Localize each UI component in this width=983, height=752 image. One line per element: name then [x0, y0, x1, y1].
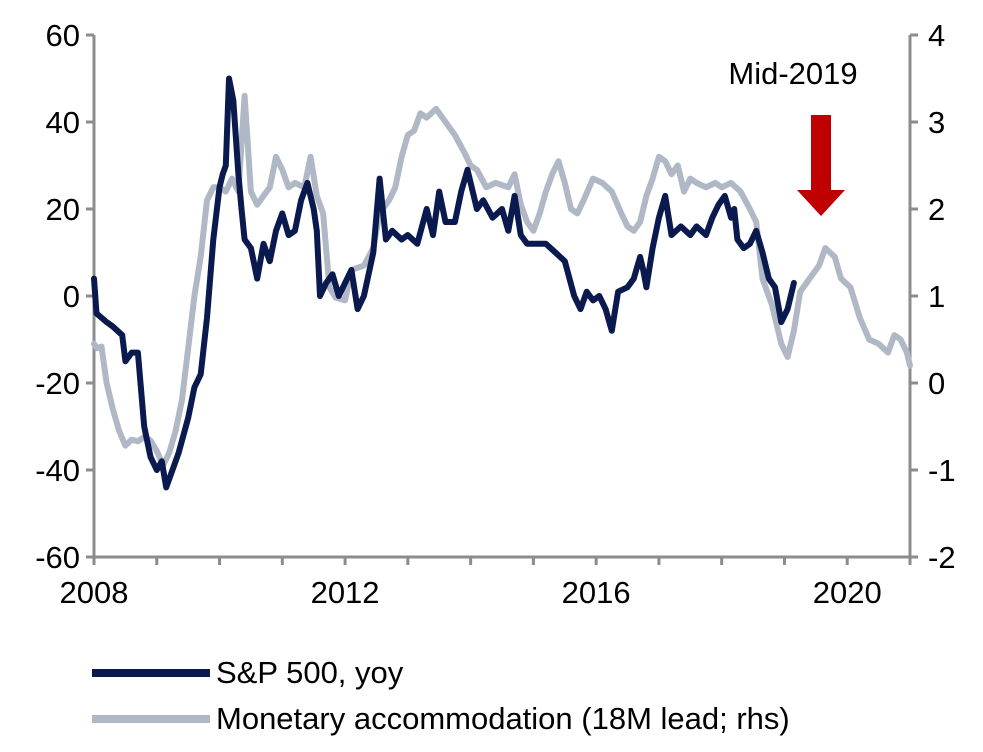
- annotation-label: Mid-2019: [728, 56, 857, 91]
- x-tick-label: 2008: [60, 575, 129, 610]
- y-tick-label-left: 60: [46, 18, 80, 53]
- y-tick-label-right: 3: [928, 105, 945, 140]
- y-tick-label-right: 2: [928, 192, 945, 227]
- y-tick-label-left: 20: [46, 192, 80, 227]
- legend-label-sp500: S&P 500, yoy: [216, 655, 404, 690]
- series-lines: [91, 75, 913, 491]
- y-tick-label-left: 0: [63, 279, 80, 314]
- y-tick-label-left: -20: [35, 366, 80, 401]
- y-tick-label-left: -60: [35, 540, 80, 575]
- y-tick-label-right: 0: [928, 366, 945, 401]
- x-tick-label: 2016: [562, 575, 631, 610]
- y-tick-label-right: -2: [928, 540, 956, 575]
- y-tick-label-left: -40: [35, 453, 80, 488]
- legend: S&P 500, yoy Monetary accommodation (18M…: [92, 650, 790, 742]
- y-tick-label-left: 40: [46, 105, 80, 140]
- axes: 60 40 20 0 -20 -40 -60 4 3 2 1 0 -1 -2 2008 2012 2016 202…: [35, 18, 955, 610]
- legend-swatch-sp500: [92, 669, 210, 677]
- x-tick-label: 2012: [311, 575, 380, 610]
- legend-label-monetary-accommodation: Monetary accommodation (18M lead; rhs): [216, 701, 790, 736]
- x-tick-label: 2020: [813, 575, 882, 610]
- legend-item-sp500: S&P 500, yoy: [92, 650, 790, 696]
- legend-item-monetary-accommodation: Monetary accommodation (18M lead; rhs): [92, 696, 790, 742]
- y-tick-label-right: 1: [928, 279, 945, 314]
- series-line-monetary-accommodation: [91, 92, 913, 469]
- annotation-arrow: [797, 115, 845, 216]
- y-tick-label-right: 4: [928, 18, 945, 53]
- series-line-sp500: [91, 75, 797, 491]
- y-tick-label-right: -1: [928, 453, 956, 488]
- annotation: Mid-2019: [728, 56, 858, 216]
- legend-swatch-monetary-accommodation: [92, 715, 210, 723]
